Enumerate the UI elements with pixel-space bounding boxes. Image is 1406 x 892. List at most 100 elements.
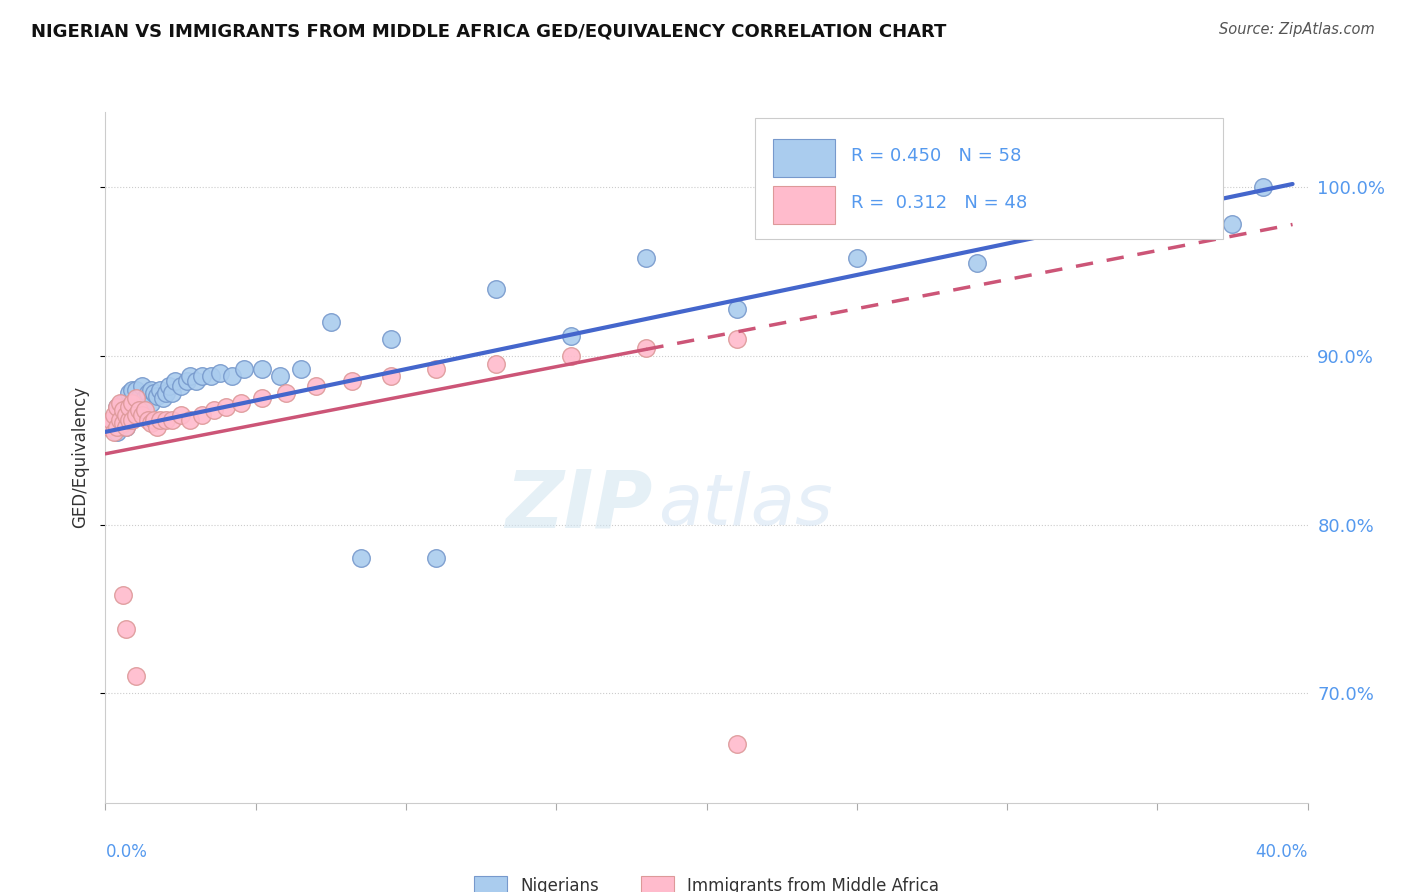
Point [118,400,141,414]
Point [163,374,186,388]
Text: Source: ZipAtlas.com: Source: ZipAtlas.com [1219,22,1375,37]
Point [200,369,222,384]
Point [134,403,156,417]
Point [115,413,138,427]
Legend: Nigerians, Immigrants from Middle Africa: Nigerians, Immigrants from Middle Africa [467,870,946,892]
Point [208,366,231,380]
Point [250,391,273,405]
Point [160,386,183,401]
Point [725,737,748,751]
Point [485,281,508,295]
Point [250,362,273,376]
Point [103,425,125,439]
Text: 0.0%: 0.0% [105,843,148,861]
Point [118,386,141,401]
Point [221,369,243,384]
Point [139,417,162,431]
Point [128,403,150,417]
Point [157,379,180,393]
FancyBboxPatch shape [773,186,835,224]
Point [148,413,170,427]
Point [845,251,868,265]
Text: #D8E8F5: #D8E8F5 [707,505,713,506]
Point [232,362,254,376]
Point [110,413,132,427]
Text: NIGERIAN VS IMMIGRANTS FROM MIDDLE AFRICA GED/EQUIVALENCY CORRELATION CHART: NIGERIAN VS IMMIGRANTS FROM MIDDLE AFRIC… [31,22,946,40]
Point [966,256,988,270]
Point [107,400,129,414]
Point [1222,218,1244,232]
Point [107,400,129,414]
Point [425,362,447,376]
Point [145,419,167,434]
Point [136,413,159,427]
Point [139,383,162,397]
Point [112,413,135,427]
Point [124,408,146,422]
Text: R = 0.450   N = 58: R = 0.450 N = 58 [851,147,1021,165]
Point [100,413,122,427]
Point [139,396,162,410]
Point [110,403,132,417]
Point [131,400,153,414]
Point [202,403,225,417]
Point [100,417,122,431]
Point [128,403,150,417]
Point [269,369,291,384]
Point [112,417,135,431]
Point [155,386,177,401]
Point [229,396,252,410]
Point [152,391,174,405]
Text: atlas: atlas [658,471,832,540]
Point [190,369,212,384]
Point [131,379,153,393]
Point [124,391,146,405]
Point [118,413,141,427]
Point [142,386,165,401]
Text: R =  0.312   N = 48: R = 0.312 N = 48 [851,194,1026,211]
Point [305,379,328,393]
Point [107,425,129,439]
Point [179,369,201,384]
Point [115,622,138,636]
Point [725,332,748,346]
Text: ZIP: ZIP [505,467,652,544]
Point [115,408,138,422]
Point [124,396,146,410]
Point [179,413,201,427]
Point [121,396,143,410]
Point [145,389,167,403]
Point [560,349,582,363]
Point [169,408,191,422]
Point [485,358,508,372]
Point [121,413,143,427]
Point [107,419,129,434]
Point [136,386,159,401]
Point [134,391,156,405]
Point [115,419,138,434]
Point [128,391,150,405]
Point [118,413,141,427]
Point [560,328,582,343]
Point [380,332,402,346]
Point [110,396,132,410]
Point [112,403,135,417]
Point [131,408,153,422]
Point [124,669,146,683]
Point [1251,180,1274,194]
Point [350,551,373,566]
Point [155,413,177,427]
Point [121,400,143,414]
Point [148,383,170,397]
Point [103,408,125,422]
Point [124,383,146,397]
Point [319,315,342,329]
Point [340,374,363,388]
Point [184,374,207,388]
Point [425,551,447,566]
Point [112,588,135,602]
Point [103,413,125,427]
Point [190,408,212,422]
Point [725,301,748,316]
Text: 40.0%: 40.0% [1256,843,1308,861]
